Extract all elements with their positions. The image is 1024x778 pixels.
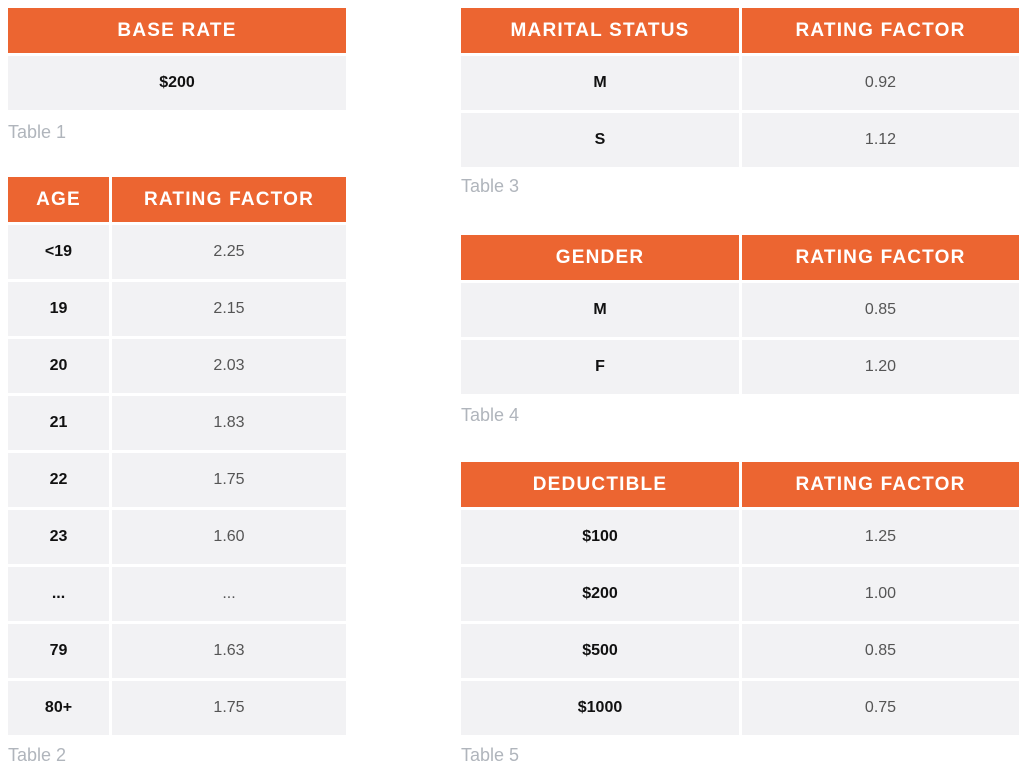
rating-factor-cell: 1.12 <box>742 113 1019 167</box>
row-key-cell: 20 <box>8 339 109 393</box>
table-row: M 0.92 <box>461 56 1019 110</box>
table-row: $200 1.00 <box>461 567 1019 621</box>
table-header-row: MARITAL STATUS RATING FACTOR <box>461 8 1019 53</box>
age-table-body: <19 2.25 19 2.15 20 2.03 21 1.83 22 1.75 23 1.60...… <box>8 225 346 735</box>
rating-factor-cell: 1.83 <box>112 396 346 450</box>
rating-factor-cell: 1.75 <box>112 681 346 735</box>
table-row: 22 1.75 <box>8 453 346 507</box>
row-key-cell: 19 <box>8 282 109 336</box>
rating-factor-cell: 2.15 <box>112 282 346 336</box>
table-row: F 1.20 <box>461 340 1019 394</box>
rating-factor-column-header: RATING FACTOR <box>742 8 1019 53</box>
row-key-cell: M <box>461 56 739 110</box>
row-key-cell: $200 <box>461 567 739 621</box>
marital-status-column-header: MARITAL STATUS <box>461 8 739 53</box>
table-5-caption: Table 5 <box>461 745 520 765</box>
deductible-column-header: DEDUCTIBLE <box>461 462 739 507</box>
row-key-cell: M <box>461 283 739 337</box>
base-rate-value: $200 <box>8 56 346 110</box>
table-header-row: BASE RATE <box>8 8 346 53</box>
row-key-cell: S <box>461 113 739 167</box>
table-row: $200 <box>8 56 346 110</box>
age-rating-table: AGE RATING FACTOR <19 2.25 19 2.15 20 2.03 21 1… <box>8 177 346 738</box>
row-key-cell: F <box>461 340 739 394</box>
deductible-rating-table: DEDUCTIBLE RATING FACTOR $100 1.25 $200 1.0… <box>461 462 1019 738</box>
rating-factor-cell: 0.85 <box>742 283 1019 337</box>
table-row: 80+ 1.75 <box>8 681 346 735</box>
rating-factor-column-header: RATING FACTOR <box>742 235 1019 280</box>
rating-factor-cell: ... <box>112 567 346 621</box>
table-header-row: GENDER RATING FACTOR <box>461 235 1019 280</box>
deductible-table-body: $100 1.25 $200 1.00 $500 0.85 $1000 0.75 <box>461 510 1019 735</box>
rating-factor-cell: 2.25 <box>112 225 346 279</box>
table-row: 19 2.15 <box>8 282 346 336</box>
table-row: ...... <box>8 567 346 621</box>
base-rate-header: BASE RATE <box>8 8 346 53</box>
marital-status-table-body: M 0.92 S 1.12 <box>461 56 1019 167</box>
table-row: 21 1.83 <box>8 396 346 450</box>
row-key-cell: 23 <box>8 510 109 564</box>
table-row: 23 1.60 <box>8 510 346 564</box>
rating-factor-column-header: RATING FACTOR <box>742 462 1019 507</box>
rating-factor-cell: 1.00 <box>742 567 1019 621</box>
row-key-cell: $1000 <box>461 681 739 735</box>
gender-rating-table: GENDER RATING FACTOR M 0.85 F 1.20 <box>461 235 1019 397</box>
table-3-caption: Table 3 <box>461 176 520 196</box>
row-key-cell: $500 <box>461 624 739 678</box>
rating-factor-cell: 1.63 <box>112 624 346 678</box>
table-header-row: AGE RATING FACTOR <box>8 177 346 222</box>
table-row: <19 2.25 <box>8 225 346 279</box>
row-key-cell: ... <box>8 567 109 621</box>
rating-factor-cell: 0.92 <box>742 56 1019 110</box>
table-row: S 1.12 <box>461 113 1019 167</box>
rating-factor-column-header: RATING FACTOR <box>112 177 346 222</box>
table-row: $100 1.25 <box>461 510 1019 564</box>
marital-status-rating-table: MARITAL STATUS RATING FACTOR M 0.92 S 1.12 <box>461 8 1019 170</box>
gender-column-header: GENDER <box>461 235 739 280</box>
rating-factor-cell: 1.60 <box>112 510 346 564</box>
row-key-cell: 80+ <box>8 681 109 735</box>
row-key-cell: $100 <box>461 510 739 564</box>
table-row: M 0.85 <box>461 283 1019 337</box>
rating-factor-cell: 1.75 <box>112 453 346 507</box>
gender-table-body: M 0.85 F 1.20 <box>461 283 1019 394</box>
rating-factor-cell: 1.20 <box>742 340 1019 394</box>
row-key-cell: 21 <box>8 396 109 450</box>
table-row: 79 1.63 <box>8 624 346 678</box>
base-rate-table: BASE RATE $200 <box>8 8 346 113</box>
table-row: $500 0.85 <box>461 624 1019 678</box>
rating-factor-cell: 1.25 <box>742 510 1019 564</box>
table-row: 20 2.03 <box>8 339 346 393</box>
rating-factor-cell: 0.85 <box>742 624 1019 678</box>
table-row: $1000 0.75 <box>461 681 1019 735</box>
age-column-header: AGE <box>8 177 109 222</box>
row-key-cell: 79 <box>8 624 109 678</box>
table-1-caption: Table 1 <box>8 122 67 142</box>
table-2-caption: Table 2 <box>8 745 67 765</box>
table-4-caption: Table 4 <box>461 405 520 425</box>
table-header-row: DEDUCTIBLE RATING FACTOR <box>461 462 1019 507</box>
rating-factor-cell: 0.75 <box>742 681 1019 735</box>
row-key-cell: 22 <box>8 453 109 507</box>
row-key-cell: <19 <box>8 225 109 279</box>
rating-factor-cell: 2.03 <box>112 339 346 393</box>
